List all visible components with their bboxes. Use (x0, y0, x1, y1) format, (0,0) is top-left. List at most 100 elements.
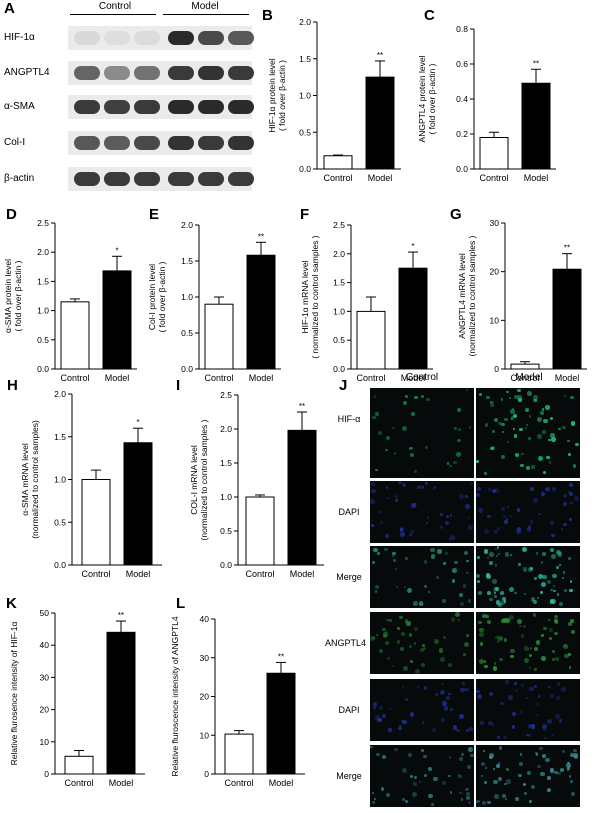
if-cell (448, 756, 451, 759)
if-cell (430, 547, 435, 553)
if-cell (372, 702, 377, 707)
if-cell (570, 420, 576, 426)
if-cell (526, 527, 532, 532)
y-tick-label: 0.0 (456, 164, 468, 174)
if-cell (479, 720, 484, 725)
if-cell (527, 391, 533, 396)
if-cell (374, 590, 378, 594)
if-cell (570, 791, 576, 797)
if-cell (466, 764, 471, 769)
panel-letter: F (300, 206, 309, 223)
if-cell (519, 753, 523, 756)
if-cell (457, 618, 461, 622)
if-cell (500, 600, 505, 606)
x-tick-label: Control (64, 778, 93, 788)
if-cell (426, 397, 430, 402)
significance-marker: ** (258, 232, 264, 241)
if-cell (453, 460, 457, 465)
bar-control (510, 363, 540, 370)
if-cell (375, 468, 378, 472)
if-cell (430, 554, 436, 559)
if-cell (560, 686, 566, 692)
if-cell (551, 437, 556, 442)
if-cell (486, 590, 492, 596)
if-cell (392, 554, 395, 558)
if-cell (424, 481, 429, 486)
y-tick-label: 50 (40, 608, 50, 618)
if-cell (458, 757, 463, 762)
significance-marker: ** (377, 51, 383, 60)
if-cell (458, 428, 462, 432)
if-cell (370, 745, 373, 749)
if-cell (542, 552, 546, 557)
wb-band (104, 100, 130, 114)
wb-band (104, 31, 130, 45)
panel-letter: E (149, 206, 159, 223)
if-cell (533, 646, 538, 651)
y-tick-label: 0.0 (333, 364, 345, 374)
if-row-label: ANGPTL4 (325, 638, 367, 648)
bar-control (64, 755, 94, 775)
wb-band (104, 136, 130, 150)
if-cell (419, 601, 424, 606)
if-cell (484, 766, 488, 770)
if-cell (528, 653, 532, 657)
if-cell (537, 434, 542, 439)
if-cell (483, 660, 486, 663)
if-cell (378, 705, 383, 710)
if-cell (491, 579, 497, 584)
if-cell (442, 561, 446, 566)
if-cell (371, 561, 375, 565)
if-cell (549, 521, 554, 526)
if-cell (493, 794, 499, 800)
if-cell (420, 603, 424, 606)
if-cell (569, 482, 574, 488)
if-cell (527, 734, 531, 738)
if-cell (496, 554, 499, 557)
y-tick-label: 0.5 (54, 517, 66, 527)
y-tick-label: 1.5 (37, 276, 49, 286)
if-cell (388, 707, 391, 710)
if-cell (401, 686, 405, 690)
if-cell (529, 520, 533, 524)
if-cell (408, 633, 413, 637)
if-cell (533, 599, 538, 604)
if-cell (562, 750, 565, 753)
if-cell (522, 567, 528, 572)
if-cell (533, 684, 538, 688)
if-cell (508, 586, 514, 592)
if-cell (543, 470, 547, 474)
y-tick-label: 0.5 (181, 328, 193, 338)
y-tick-label: 1.0 (37, 306, 49, 316)
if-cell (548, 461, 552, 464)
if-cell (372, 415, 377, 420)
if-cell (410, 453, 414, 458)
if-cell (381, 755, 386, 759)
if-cell (394, 747, 398, 752)
if-cell (573, 753, 578, 758)
if-cell (463, 641, 469, 647)
if-cell (449, 534, 455, 540)
if-cell (465, 687, 470, 692)
if-cell (480, 774, 483, 778)
if-cell (508, 614, 514, 620)
if-cell (528, 436, 531, 440)
if-cell (511, 407, 514, 410)
if-cell (559, 563, 562, 566)
if-cell (540, 771, 545, 776)
y-tick-label: 2.5 (333, 220, 345, 230)
if-cell (498, 421, 502, 425)
if-cell (372, 637, 375, 640)
wb-label: α-SMA (4, 101, 35, 112)
y-tick-label: 2.0 (37, 247, 49, 257)
if-row-label: DAPI (338, 507, 360, 517)
if-cell (503, 600, 507, 603)
if-cell (435, 576, 440, 580)
if-cell (519, 624, 522, 628)
if-cell (567, 557, 571, 561)
if-cell (482, 613, 488, 619)
if-cell (428, 793, 433, 799)
if-cell (399, 527, 404, 532)
if-cell (448, 662, 453, 667)
if-cell (478, 627, 484, 633)
